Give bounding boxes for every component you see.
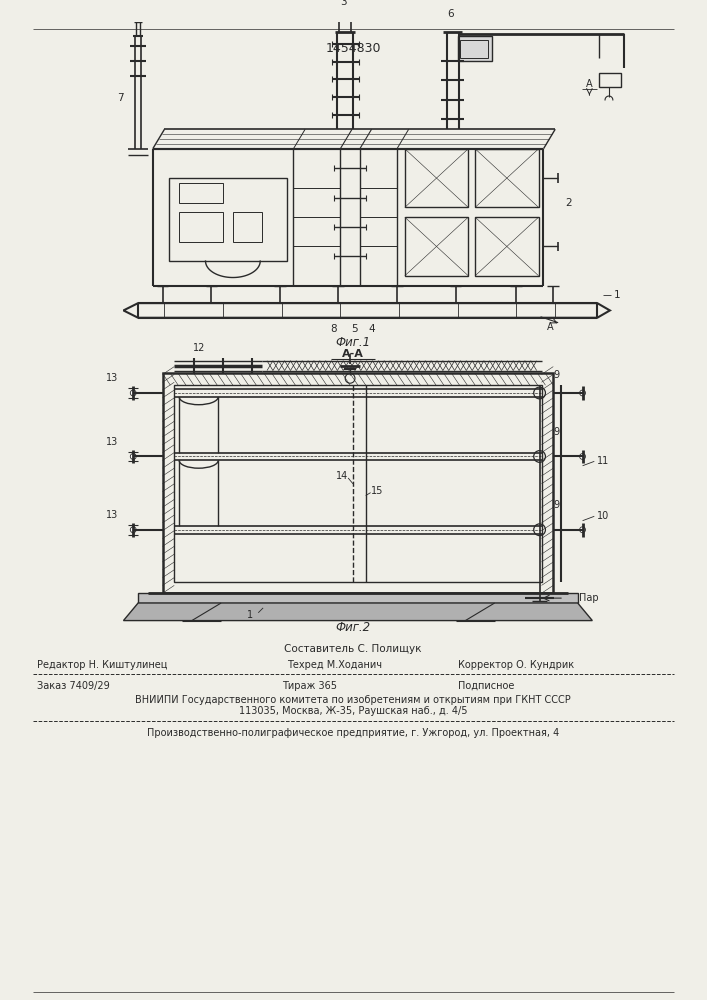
Circle shape [130, 454, 136, 459]
Text: 9: 9 [554, 370, 559, 380]
Text: А: А [547, 322, 554, 332]
Text: 10: 10 [597, 511, 609, 521]
Text: 5: 5 [351, 324, 358, 334]
Text: 9: 9 [554, 500, 559, 510]
Bar [179, 212, 223, 242]
Text: 113035, Москва, Ж-35, Раушская наб., д. 4/5: 113035, Москва, Ж-35, Раушская наб., д. … [239, 706, 467, 716]
Text: A: A [586, 79, 592, 89]
Text: 1: 1 [247, 610, 254, 620]
Text: 13: 13 [105, 373, 118, 383]
Text: 14: 14 [336, 471, 348, 481]
Text: 9: 9 [554, 427, 559, 437]
Text: Тираж 365: Тираж 365 [281, 681, 337, 691]
Text: Подписное: Подписное [457, 681, 514, 691]
Text: Фиг.2: Фиг.2 [335, 621, 370, 634]
Text: 13: 13 [105, 510, 118, 520]
Bar [179, 183, 223, 203]
Bar [460, 40, 488, 58]
Polygon shape [124, 603, 592, 621]
Polygon shape [138, 593, 578, 603]
Bar [599, 73, 621, 87]
Text: Производственно-полиграфическое предприятие, г. Ужгород, ул. Проектная, 4: Производственно-полиграфическое предприя… [147, 728, 559, 738]
Bar [163, 373, 554, 593]
Text: 7: 7 [117, 93, 124, 103]
Text: 1: 1 [614, 290, 621, 300]
Text: Техред М.Ходанич: Техред М.Ходанич [286, 660, 382, 670]
Bar [405, 217, 468, 276]
Bar [457, 36, 492, 61]
Text: Заказ 7409/29: Заказ 7409/29 [37, 681, 110, 691]
Bar [475, 217, 539, 276]
Text: 15: 15 [370, 486, 383, 496]
Text: 4: 4 [368, 324, 375, 334]
Text: Фиг.1: Фиг.1 [335, 336, 370, 349]
Text: 12: 12 [192, 343, 205, 353]
Text: 2: 2 [565, 198, 571, 208]
Bar [405, 149, 468, 207]
Text: ВНИИПИ Государственного комитета по изобретениям и открытиям при ГКНТ СССР: ВНИИПИ Государственного комитета по изоб… [135, 695, 571, 705]
Circle shape [580, 390, 585, 396]
Text: А-А: А-А [342, 349, 364, 359]
Text: Редактор Н. Киштулинец: Редактор Н. Киштулинец [37, 660, 168, 670]
Text: 6: 6 [448, 9, 454, 19]
Text: 8: 8 [330, 324, 337, 334]
Bar [174, 385, 542, 582]
Text: Составитель С. Полищук: Составитель С. Полищук [284, 644, 422, 654]
Circle shape [130, 390, 136, 396]
Text: 1454830: 1454830 [325, 42, 381, 55]
Bar [475, 149, 539, 207]
Circle shape [130, 527, 136, 533]
Text: Корректор О. Кундрик: Корректор О. Кундрик [457, 660, 573, 670]
Text: 3: 3 [340, 0, 346, 7]
Text: 13: 13 [105, 437, 118, 447]
Circle shape [580, 454, 585, 459]
Text: 11: 11 [597, 456, 609, 466]
Bar [170, 178, 286, 261]
Bar [233, 212, 262, 242]
Text: Пар: Пар [578, 593, 598, 603]
Circle shape [580, 527, 585, 533]
